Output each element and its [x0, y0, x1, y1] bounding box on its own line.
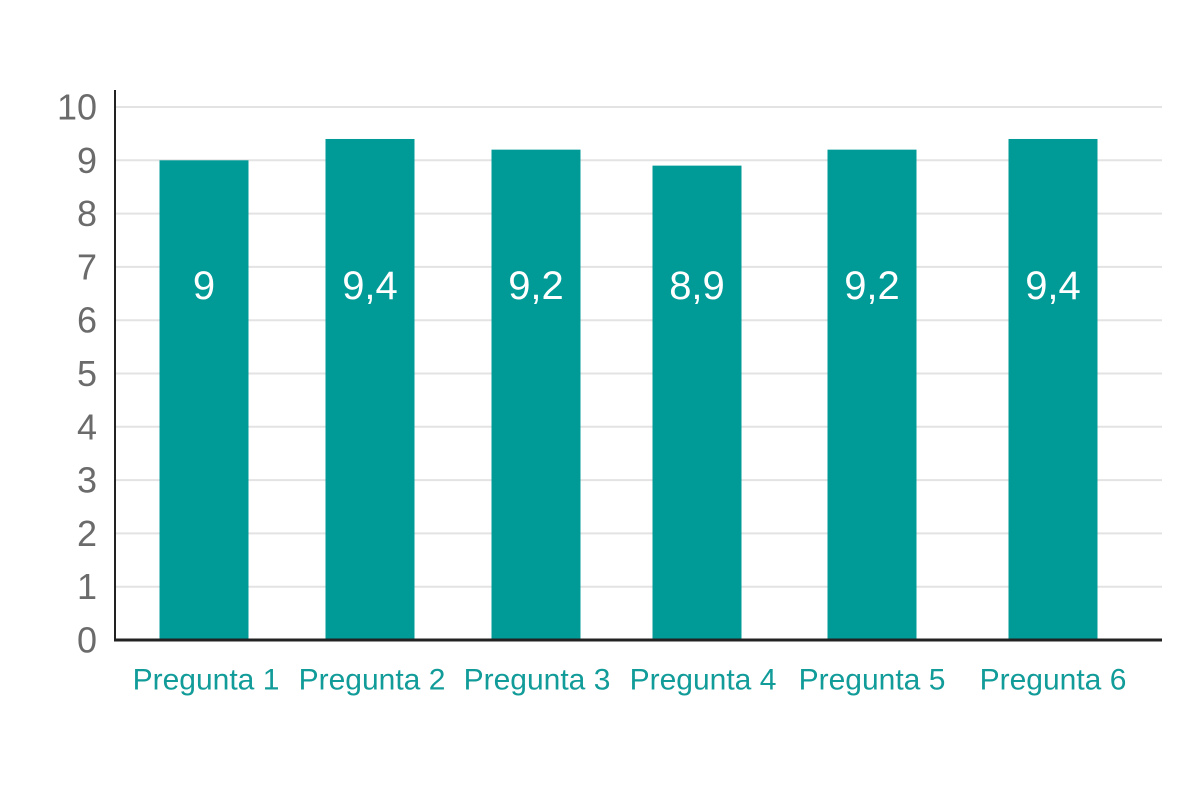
bar: [159, 160, 249, 641]
x-tick-label: Pregunta 6: [980, 664, 1127, 697]
bars: [159, 138, 1098, 641]
bar: [491, 149, 581, 640]
bar: [827, 149, 917, 640]
x-tick-label: Pregunta 1: [133, 664, 280, 697]
x-tick-label: Pregunta 2: [299, 664, 446, 697]
data-label: 9,4: [342, 264, 398, 308]
y-tick-label: 4: [77, 406, 97, 447]
y-tick-label: 3: [77, 460, 97, 501]
y-tick-label: 8: [77, 193, 97, 234]
gridlines: [115, 106, 1162, 588]
data-label: 9,2: [508, 264, 564, 308]
axes: [114, 90, 1162, 642]
x-tick-label: Pregunta 5: [799, 664, 946, 697]
data-label: 8,9: [669, 264, 725, 308]
y-tick-label: 5: [77, 353, 97, 394]
y-tick-label: 2: [77, 513, 97, 554]
y-tick-label: 10: [57, 87, 97, 128]
bar: [1008, 138, 1098, 641]
data-label: 9: [193, 264, 215, 308]
y-tick-label: 0: [77, 620, 97, 661]
data-label: 9,4: [1025, 264, 1081, 308]
y-tick-label: 6: [77, 300, 97, 341]
bar: [652, 165, 742, 640]
x-tick-label: Pregunta 3: [464, 664, 611, 697]
y-tick-label: 7: [77, 246, 97, 287]
x-tick-label: Pregunta 4: [630, 664, 777, 697]
data-label: 9,2: [844, 264, 900, 308]
bar: [325, 138, 415, 641]
labels: 0 1 2 3 4 5 6 7 8 9 10 9 Pregunta 1 9,4 Pregunta 2 9,2 P…: [57, 87, 1126, 697]
y-tick-label: 1: [77, 566, 97, 607]
y-tick-label: 9: [77, 140, 97, 181]
